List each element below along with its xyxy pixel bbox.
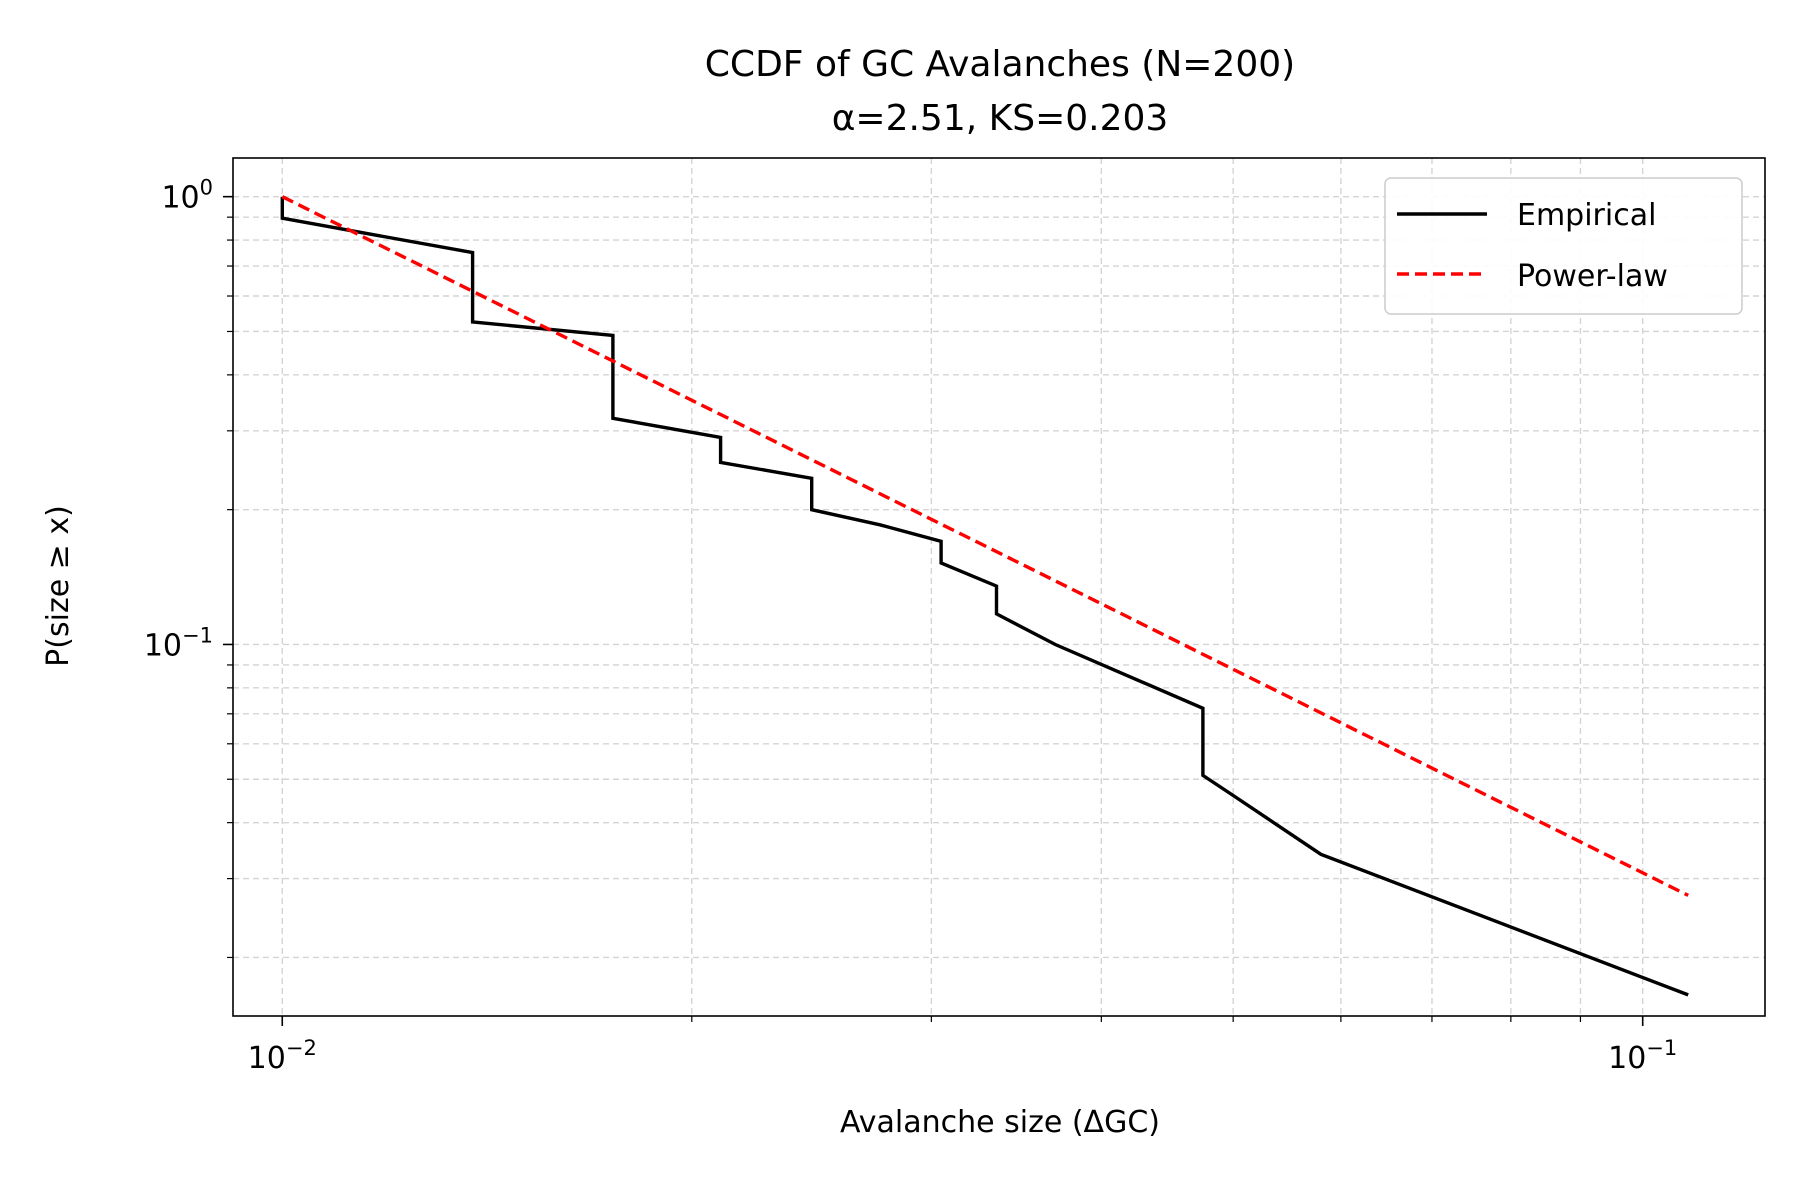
empirical-ccdf-line: [280, 196, 1689, 997]
ticks: 10−2 10−1 100 10−1: [144, 176, 1677, 1076]
power-law-fit-line: [281, 195, 1689, 897]
plot-frame: [232, 157, 1766, 1017]
chart-title: CCDF of GC Avalanches (N=200): [705, 44, 1295, 85]
x-tick-label: 10−1: [1608, 1036, 1677, 1076]
y-tick-label: 100: [161, 176, 213, 216]
x-axis-label: Avalanche size (ΔGC): [840, 1105, 1160, 1140]
y-tick-label: 10−1: [144, 623, 213, 663]
legend-label-empirical: Empirical: [1517, 198, 1656, 233]
legend-label-power-law: Power-law: [1517, 259, 1668, 294]
chart-subtitle: α=2.51, KS=0.203: [832, 98, 1169, 139]
y-axis-label: P(size ≥ x): [41, 505, 76, 667]
x-tick-label: 10−2: [248, 1036, 317, 1076]
legend-box: [1384, 177, 1743, 315]
legend: Empirical Power-law: [1384, 177, 1743, 315]
grid: [233, 158, 1765, 1016]
series-layer: [280, 195, 1689, 997]
